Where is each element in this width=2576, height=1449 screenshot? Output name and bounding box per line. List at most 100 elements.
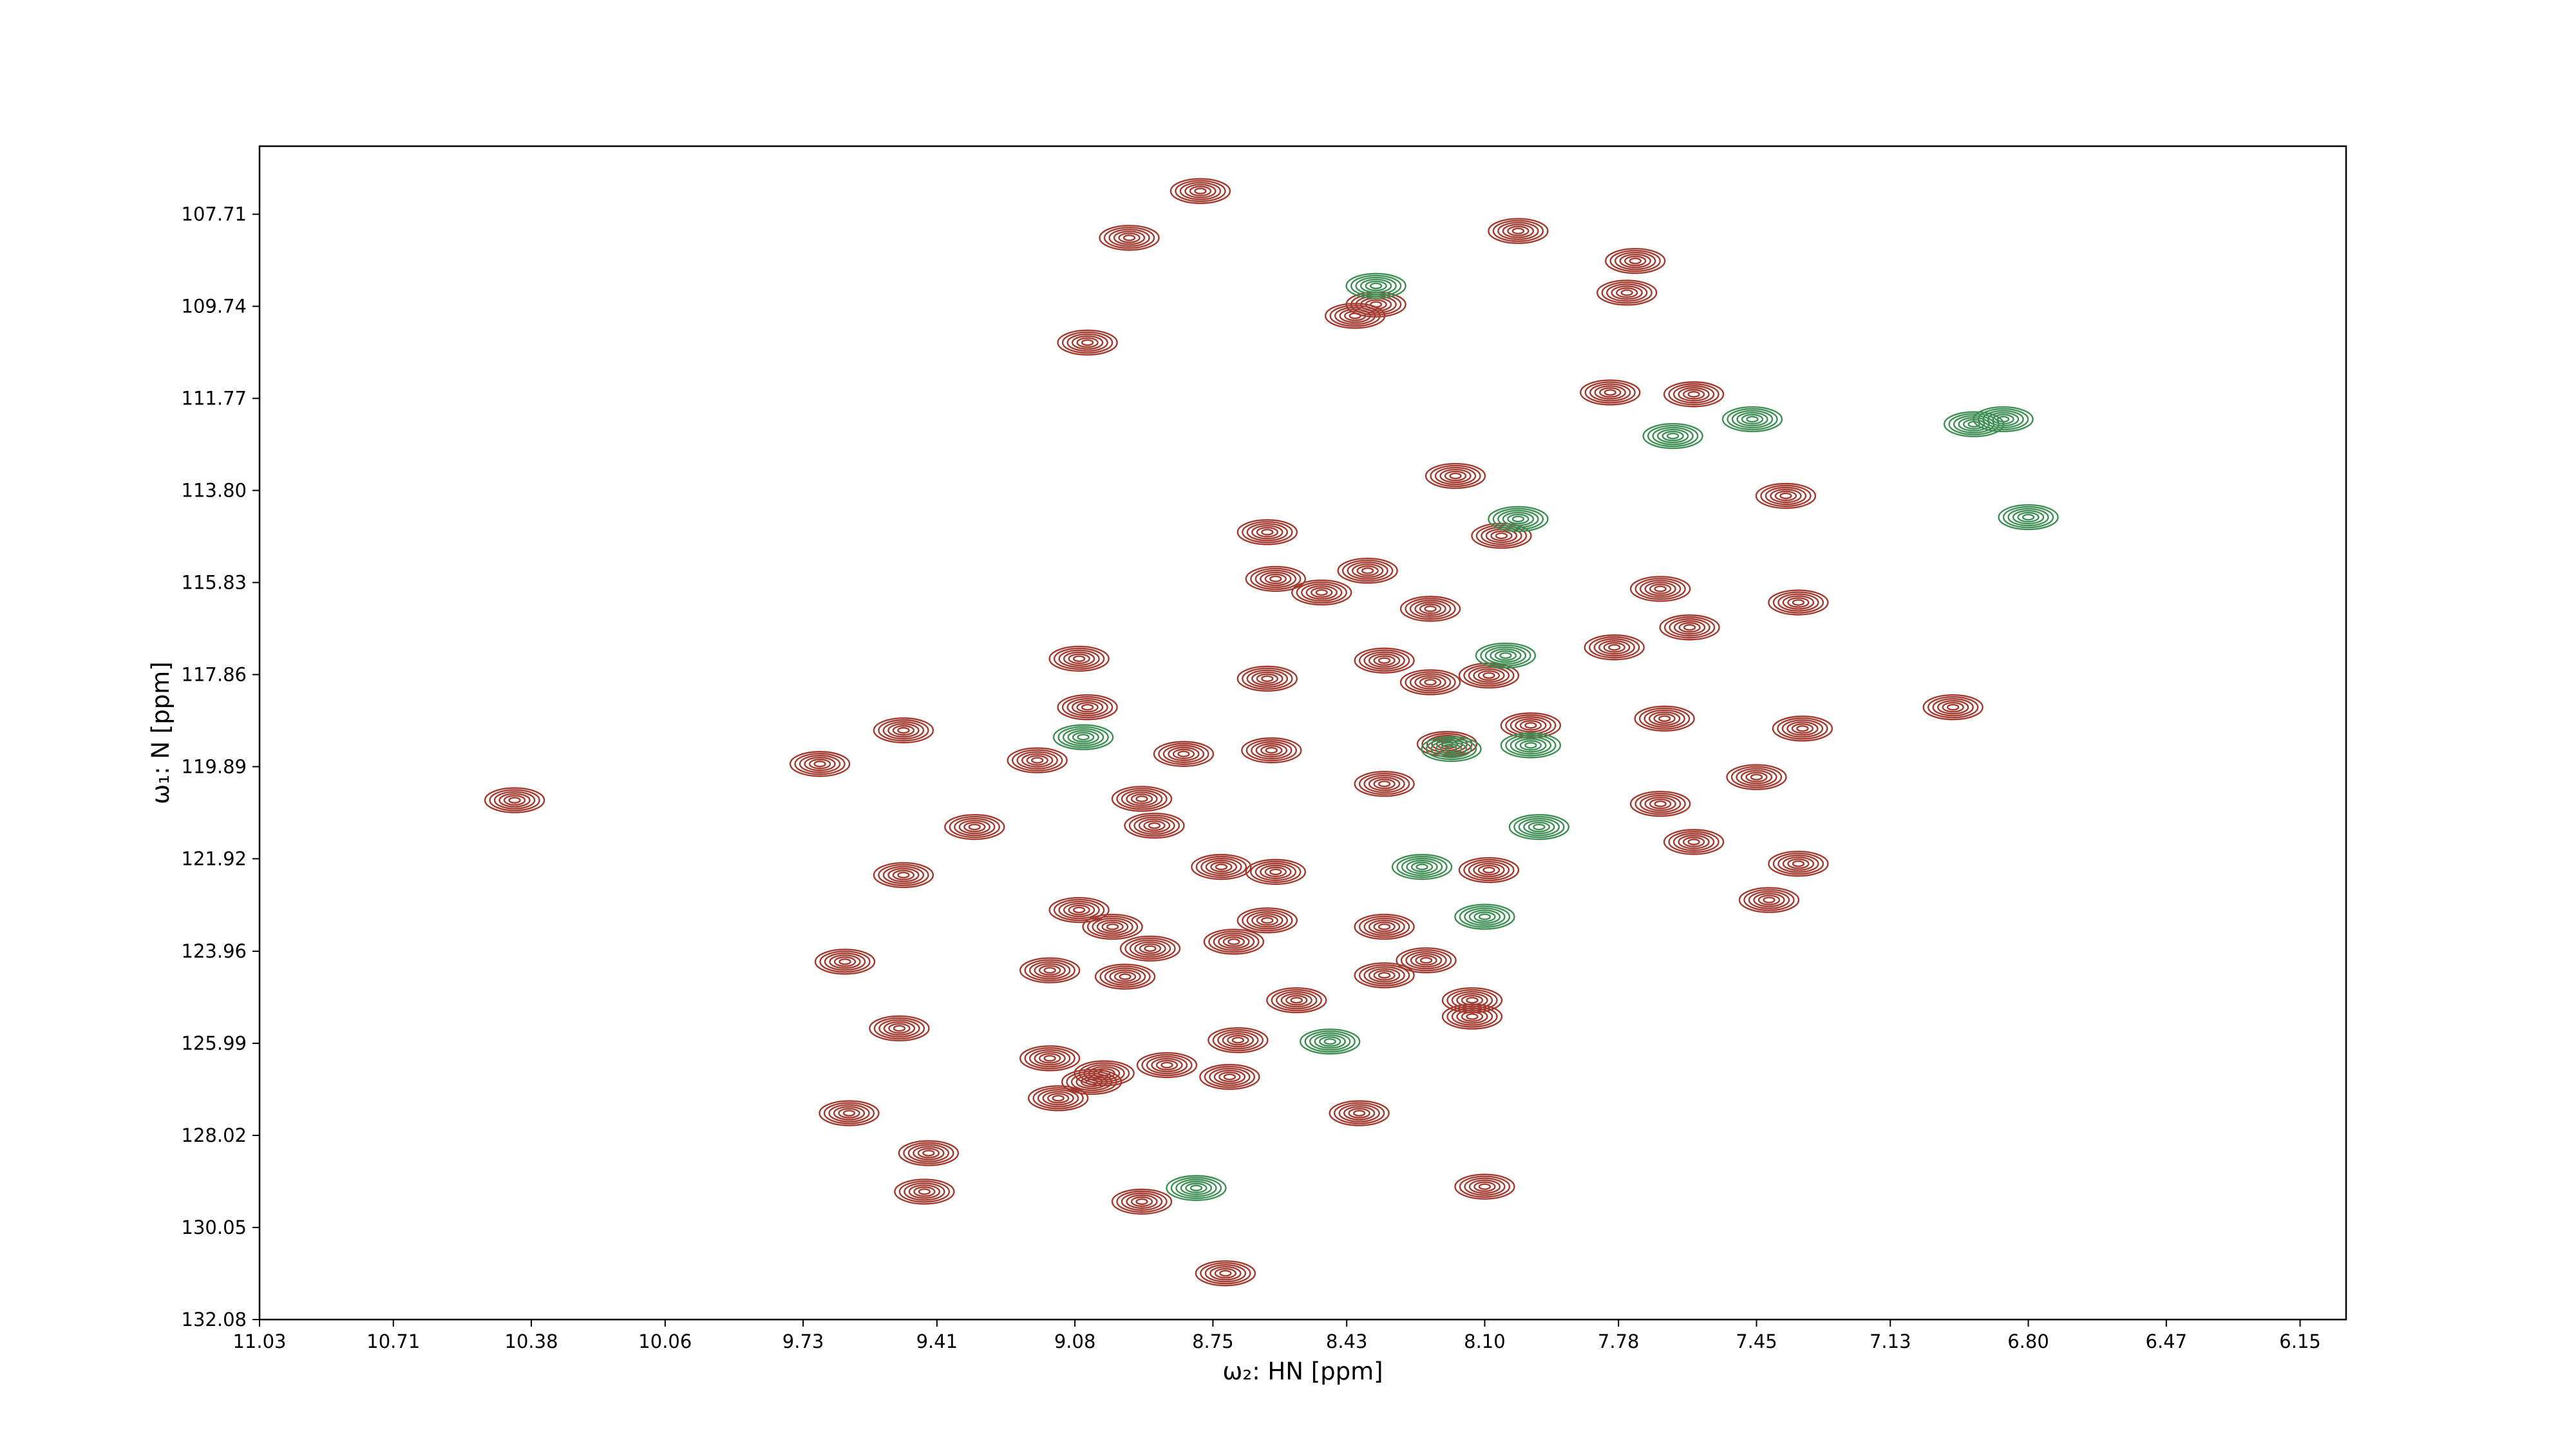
contour-ring: [1086, 915, 1139, 938]
peak: [1111, 1188, 1173, 1215]
contour-ring: [1473, 911, 1496, 922]
peak: [1199, 1064, 1260, 1090]
contour-ring: [892, 724, 915, 736]
contour-ring: [1409, 673, 1452, 692]
contour-ring: [1378, 781, 1391, 788]
contour-ring: [1305, 585, 1338, 600]
contour-ring: [1669, 618, 1710, 637]
contour-ring: [1043, 967, 1056, 974]
contour-ring: [1473, 668, 1505, 683]
contour-ring: [1589, 636, 1640, 659]
contour-ring: [1333, 1102, 1385, 1124]
contour-ring: [1515, 738, 1547, 753]
contour-ring: [1497, 509, 1539, 529]
contour-ring: [1937, 700, 1969, 715]
contour-ring: [1126, 1194, 1158, 1209]
contour-ring: [1400, 949, 1452, 972]
contour-ring: [878, 864, 929, 886]
contour-ring: [1143, 820, 1166, 831]
peak: [1099, 225, 1160, 251]
peak: [1111, 786, 1173, 812]
contour-ring: [1329, 305, 1381, 327]
contour-ring: [1200, 1262, 1251, 1285]
contour-ring: [1276, 990, 1318, 1010]
contour-ring: [894, 1179, 955, 1205]
contour-ring: [1946, 704, 1960, 711]
contour-ring: [1511, 227, 1525, 234]
contour-ring: [1363, 966, 1405, 985]
contour-ring: [2007, 507, 2049, 527]
peak: [1768, 589, 1829, 616]
contour-ring: [1652, 426, 1694, 446]
peak: [1119, 935, 1181, 962]
contour-ring: [1396, 855, 1448, 878]
contour-ring: [1599, 387, 1622, 398]
peak: [789, 751, 851, 777]
contour-ring: [1260, 744, 1283, 756]
x-tick-label: 10.06: [638, 1331, 692, 1352]
contour-ring: [1678, 622, 1701, 633]
contour-ring: [1121, 1192, 1163, 1211]
contour-ring: [1598, 640, 1631, 655]
contour-ring: [789, 751, 851, 777]
peak: [1057, 694, 1118, 721]
contour-ring: [1160, 1061, 1173, 1069]
y-tick-label: 109.74: [182, 296, 247, 317]
peak: [1208, 1027, 1269, 1054]
contour-ring: [1519, 720, 1542, 731]
contour-ring: [1177, 750, 1190, 757]
contour-ring: [1648, 711, 1681, 726]
contour-ring: [1081, 339, 1094, 346]
contour-ring: [898, 1180, 951, 1203]
contour-ring: [1449, 472, 1462, 480]
contour-ring: [484, 787, 545, 813]
peak: [1596, 279, 1658, 306]
peak: [1236, 519, 1298, 545]
contour-ring: [1133, 816, 1175, 835]
contour-ring: [1130, 793, 1153, 804]
contour-ring: [1508, 813, 1570, 840]
contour-ring: [1604, 389, 1616, 396]
contour-ring: [1755, 482, 1817, 509]
contour-ring: [1490, 648, 1522, 663]
contour-ring: [1672, 833, 1715, 851]
contour-ring: [1170, 178, 1231, 204]
contour-ring: [1419, 677, 1442, 688]
contour-ring: [1242, 909, 1293, 932]
contour-ring: [1639, 795, 1681, 813]
contour-ring: [1757, 895, 1781, 905]
contour-ring: [1765, 486, 1807, 506]
contour-ring: [1459, 1175, 1511, 1198]
contour-ring: [503, 795, 526, 806]
contour-ring: [1266, 987, 1327, 1014]
contour-ring: [1668, 383, 1719, 406]
contour-ring: [1195, 855, 1247, 878]
contour-ring: [968, 823, 981, 831]
contour-ring: [1097, 1070, 1111, 1077]
contour-ring: [1119, 973, 1132, 980]
contour-ring: [1378, 972, 1391, 979]
contour-ring: [1337, 558, 1398, 584]
contour-ring: [1358, 964, 1410, 987]
contour-ring: [1642, 422, 1703, 450]
peak: [1052, 724, 1114, 750]
contours: [484, 178, 2059, 1287]
contour-ring: [1796, 725, 1809, 732]
contour-ring: [1468, 666, 1510, 685]
contour-ring: [1962, 419, 1985, 430]
contour-ring: [1215, 863, 1228, 871]
contour-ring: [1048, 645, 1110, 672]
contour-ring: [1139, 943, 1162, 954]
contour-ring: [1118, 232, 1141, 243]
contour-ring: [1378, 923, 1391, 931]
peak: [1943, 411, 2005, 437]
contour-ring: [1441, 1003, 1503, 1030]
contour-ring: [913, 1186, 936, 1197]
contour-ring: [1405, 951, 1447, 970]
contour-ring: [1396, 947, 1457, 974]
contour-ring: [1261, 529, 1274, 536]
contour-ring: [1777, 854, 1819, 873]
contour-ring: [842, 1110, 856, 1117]
contour-ring: [1092, 917, 1133, 936]
contour-ring: [1401, 857, 1443, 876]
